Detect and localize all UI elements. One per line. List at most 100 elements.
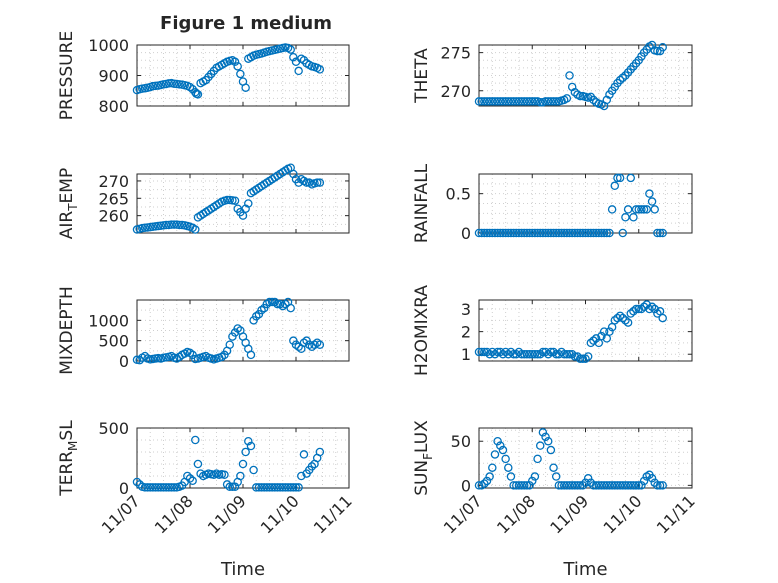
data-point [496,97,505,106]
data-point [504,97,513,106]
data-point [551,228,561,238]
data-point [639,205,649,214]
data-point [634,304,644,314]
data-point [148,483,158,492]
ylabel-text-rest: LUX [412,420,432,453]
ytick-label: 0 [461,224,471,243]
data-point [613,313,622,323]
data-point [583,228,593,238]
data-point [589,228,598,238]
data-point [302,178,311,187]
data-point [551,97,561,106]
data-point [514,97,524,106]
data-point [267,297,277,307]
data-point [299,338,309,347]
data-point [605,228,614,238]
data-point [480,479,489,488]
data-point [535,441,545,450]
data-point [549,347,558,357]
data-point [488,463,497,472]
data-point [169,220,179,229]
data-point [591,334,601,343]
data-point [615,173,625,183]
data-point [535,228,545,238]
data-point [554,481,564,490]
data-point [140,483,150,492]
data-point [498,445,508,455]
data-point [185,348,195,358]
data-point [273,483,282,492]
data-point [474,481,484,490]
data-point [528,97,537,106]
ytick-label: 800 [98,97,129,116]
data-point [634,205,644,214]
data-point [512,481,521,490]
data-point [645,189,654,198]
data-point [257,305,266,315]
data-point [637,304,646,314]
data-point [222,195,232,205]
data-point [578,354,588,363]
data-point [530,97,540,106]
data-point [541,432,550,442]
data-point [567,349,577,359]
data-point [514,481,524,490]
data-point [159,483,168,492]
data-point [145,483,155,492]
data-point [610,181,620,191]
data-point [294,342,303,352]
series-terrmsl [132,435,325,492]
data-point [533,454,542,464]
data-point [493,97,502,106]
data-point [610,316,620,325]
data-point [541,347,550,357]
data-point [642,300,651,309]
data-point [621,213,630,222]
data-point [307,462,317,471]
data-point [493,228,502,238]
data-point [567,228,577,238]
data-point [543,349,553,359]
data-point [151,483,160,492]
data-point [559,349,569,359]
ylabel-text: SUN [412,460,432,496]
data-point [156,483,166,492]
series-sun_flux [474,428,667,490]
data-point [257,483,266,492]
data-point [512,349,521,359]
series-rainfall [474,173,667,238]
data-point [246,441,256,451]
data-point [602,228,612,238]
data-point [167,220,176,229]
data-point [535,349,545,359]
data-point [244,199,253,208]
data-point [520,228,529,238]
data-point [549,228,558,238]
data-point [509,228,518,238]
data-point [143,483,152,492]
data-point [161,483,171,492]
data-point [637,205,646,214]
data-point [618,73,628,83]
data-point [583,474,593,483]
data-point [501,228,510,238]
ylabel-sun_flux: SUNFLUX [412,420,435,496]
data-point [509,349,518,359]
data-point [581,228,590,238]
ylabel-subscript: M [66,441,80,451]
data-point [514,228,524,238]
data-point [132,477,142,487]
ytick-label: 270 [98,172,129,191]
data-point [653,481,662,490]
xlabel-sun_flux: Time [562,559,607,580]
data-point [541,228,550,238]
data-point [581,478,590,487]
data-point [496,441,505,450]
data-point [225,340,234,349]
data-point [262,483,272,492]
data-point [275,483,285,492]
data-point [615,311,625,321]
data-point [559,228,569,238]
